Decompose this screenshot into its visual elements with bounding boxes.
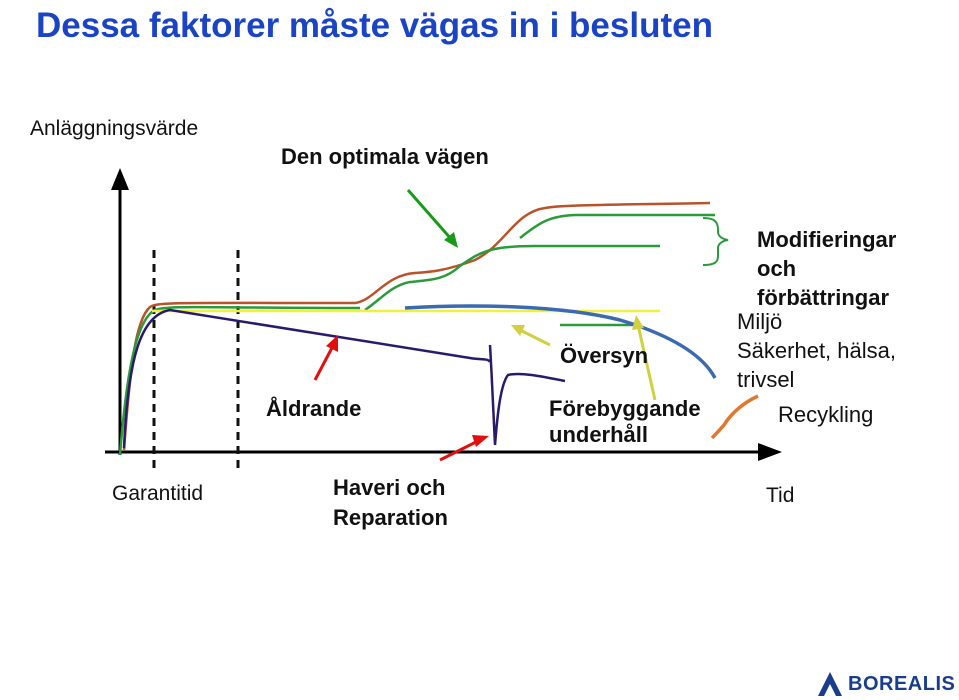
safety-label-line2: trivsel	[737, 367, 795, 392]
modifications-label-line1: Modifieringar	[757, 227, 897, 252]
breakdown-dip-curve	[488, 344, 566, 446]
modifications-label-line3: förbättringar	[757, 285, 889, 310]
recycling-arc	[710, 394, 759, 440]
y-axis-arrowhead	[111, 168, 129, 190]
modifications-bracket	[702, 217, 729, 266]
optimal-path-arrowhead	[444, 232, 458, 248]
optimal-path-arrow	[406, 189, 454, 241]
breakdown-arrow	[439, 438, 481, 462]
blue-arc	[404, 304, 717, 379]
aging-label: Åldrande	[266, 396, 362, 421]
breakdown-arrowhead	[472, 435, 489, 447]
recycling-label: Recykling	[778, 402, 874, 427]
preventive-arrowhead	[632, 315, 644, 330]
breakdown-label-line2: Reparation	[333, 505, 448, 530]
aging-curve	[122, 308, 492, 449]
warranty-label: Garantitid	[112, 482, 204, 505]
optimal-path-label: Den optimala vägen	[281, 144, 489, 169]
overhaul-label: Översyn	[560, 343, 649, 368]
slide-title: Dessa faktorer måste vägas in i besluten	[36, 6, 713, 45]
preventive-label-line2: underhåll	[549, 422, 649, 447]
borealis-logo: BOREALIS	[818, 672, 955, 696]
y-axis-label: Anläggningsvärde	[30, 117, 199, 140]
breakdown-label-line1: Haveri och	[333, 475, 446, 500]
aging-arrowhead	[326, 335, 338, 352]
aging-arrow	[313, 343, 336, 381]
preventive-arrow	[636, 324, 657, 401]
overhaul-arrow	[519, 328, 551, 347]
green-curve-lower	[118, 305, 361, 456]
green-curve-middle	[364, 244, 660, 312]
x-axis-arrowhead	[758, 443, 782, 461]
x-axis-label: Tid	[766, 484, 795, 507]
preventive-label-line1: Förebyggande	[549, 396, 701, 421]
overhaul-arrowhead	[511, 325, 525, 336]
borealis-logo-icon	[818, 672, 842, 696]
modifications-label-line2: och	[757, 256, 797, 281]
optimal-path-curve	[122, 201, 711, 451]
environment-label: Miljö	[737, 309, 783, 334]
safety-label-line1: Säkerhet, hälsa,	[737, 338, 896, 363]
borealis-logo-text: BOREALIS	[848, 672, 956, 695]
green-curve-upper	[519, 213, 715, 239]
